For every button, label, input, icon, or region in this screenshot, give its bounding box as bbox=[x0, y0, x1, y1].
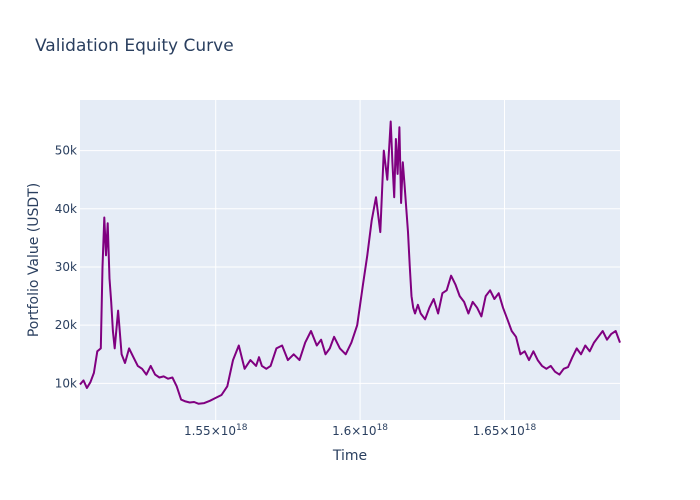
chart-title: Validation Equity Curve bbox=[35, 36, 234, 56]
x-tick-label-1: 1.6×1018 bbox=[332, 423, 388, 438]
plot-area bbox=[80, 100, 620, 420]
y-tick-label-2: 30k bbox=[55, 260, 77, 274]
y-tick-labels: 10k 20k 30k 40k 50k bbox=[55, 144, 77, 391]
y-gridlines bbox=[80, 150, 620, 384]
x-gridlines bbox=[215, 100, 505, 420]
series-layer bbox=[79, 120, 621, 405]
x-tick-label-2: 1.65×1018 bbox=[473, 423, 537, 438]
y-tick-label-3: 40k bbox=[55, 202, 77, 216]
x-axis-title: Time bbox=[332, 448, 367, 464]
y-tick-label-4: 50k bbox=[55, 144, 77, 158]
y-tick-label-0: 10k bbox=[55, 376, 77, 390]
y-tick-label-1: 20k bbox=[55, 318, 77, 332]
x-tick-label-0: 1.55×1018 bbox=[184, 423, 248, 438]
equity-series-line-0 bbox=[79, 120, 621, 405]
x-tick-labels: 1.55×1018 1.6×1018 1.65×1018 bbox=[184, 423, 537, 438]
y-axis-title: Portfolio Value (USDT) bbox=[26, 183, 42, 337]
